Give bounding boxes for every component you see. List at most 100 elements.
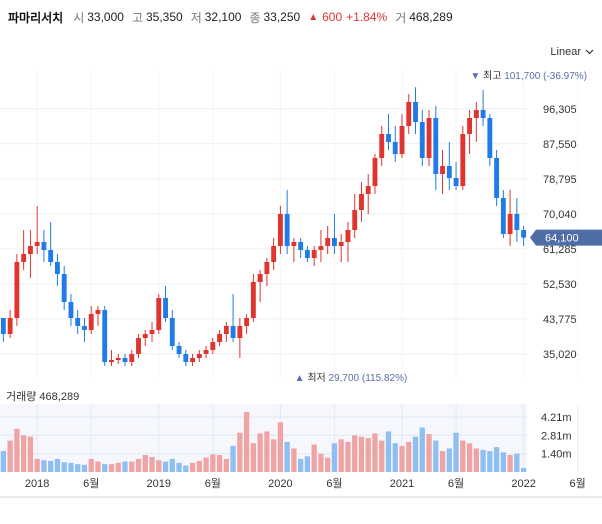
volume-bar (156, 460, 162, 472)
candle (230, 294, 236, 342)
candle (473, 102, 479, 142)
candle-body (54, 262, 60, 274)
candle (325, 226, 331, 254)
volume-bar (48, 460, 54, 472)
candle-body (115, 358, 121, 360)
candle-body (521, 230, 527, 238)
volume-bar (480, 449, 486, 472)
candle (203, 346, 209, 358)
candle-body (507, 214, 513, 234)
candle-body (136, 338, 141, 354)
candle (460, 126, 466, 190)
candle-body (217, 334, 223, 342)
candle-body (386, 134, 391, 142)
volume-bar (41, 460, 47, 472)
volume-bar (439, 451, 446, 472)
candle (163, 286, 168, 322)
volume-bar (500, 452, 506, 472)
candle-body (413, 102, 418, 122)
candle-body (473, 110, 479, 118)
volume-bar (54, 458, 61, 472)
candle-body (41, 242, 47, 250)
candle-body (419, 122, 425, 158)
candle (237, 318, 243, 358)
candle-body (244, 318, 250, 326)
candle (365, 174, 371, 214)
candle (467, 110, 473, 154)
volume-tick-label: 2.81m (541, 430, 572, 442)
volume-bar (433, 440, 439, 472)
volume-bar (284, 441, 290, 472)
y-tick-label: 96,305 (543, 104, 577, 116)
candle (34, 206, 40, 254)
volume-bar (14, 428, 20, 472)
price-plot-area (0, 70, 527, 378)
candle-body (264, 262, 270, 274)
candle (419, 110, 425, 166)
candle (487, 114, 493, 166)
y-tick-label: 61,285 (543, 244, 577, 256)
volume-bar (446, 448, 452, 472)
volume-bar (291, 448, 297, 472)
min-price-note: ▲ 최저 29,700 (115.82%) (295, 372, 408, 384)
candle (304, 246, 310, 262)
candle (500, 190, 506, 238)
volume-bar (95, 461, 101, 472)
candle (190, 354, 195, 366)
candle-body (325, 238, 331, 246)
y-tick-label: 52,530 (543, 279, 577, 291)
candle-body (345, 230, 351, 242)
x-tick-label: 2021 (390, 478, 414, 490)
candle-body (467, 118, 473, 134)
candle-body (487, 118, 493, 158)
y-tick-label: 35,020 (543, 349, 577, 361)
volume-bar (115, 462, 121, 472)
candle-body (453, 178, 459, 186)
candle (223, 322, 229, 342)
volume-bar (345, 441, 351, 472)
volume-bar (352, 435, 358, 472)
volume-bar (169, 458, 175, 472)
candle-body (298, 242, 304, 250)
candle-body (88, 314, 94, 330)
candle (102, 306, 108, 366)
scale-selector-label: Linear (550, 46, 581, 58)
volume-bar (311, 444, 317, 472)
candle-body (480, 110, 486, 118)
volume-bar (183, 465, 189, 472)
volume-bar (419, 427, 425, 472)
x-tick-label: 2018 (25, 478, 49, 490)
candle-body (433, 118, 439, 174)
candle (440, 150, 445, 194)
volume-bar (27, 436, 34, 472)
scale-selector[interactable]: Linear (550, 46, 594, 58)
candle-body (129, 354, 135, 362)
candle (149, 322, 155, 342)
candle (264, 258, 270, 286)
candle (48, 222, 54, 266)
candle (332, 214, 337, 254)
candle (298, 238, 304, 258)
candle-body (142, 334, 148, 338)
candle-body (122, 358, 128, 362)
candle-body (176, 346, 182, 354)
candle (338, 234, 344, 262)
y-tick-label: 78,795 (543, 174, 577, 186)
candle-body (514, 214, 520, 230)
candle-body (183, 354, 189, 362)
candle (244, 314, 250, 334)
candle-body (365, 186, 371, 194)
volume-bar (129, 461, 135, 472)
volume-bar (453, 432, 459, 472)
candle (426, 110, 432, 166)
candle (68, 294, 74, 326)
candle-body (102, 310, 108, 362)
candle (318, 230, 324, 262)
high-value: 35,350 (146, 10, 183, 24)
volume-bar (216, 455, 223, 472)
volume-bar (81, 464, 88, 472)
volume-bar (210, 454, 216, 472)
candle (277, 206, 283, 254)
chevron-down-icon (585, 49, 594, 55)
